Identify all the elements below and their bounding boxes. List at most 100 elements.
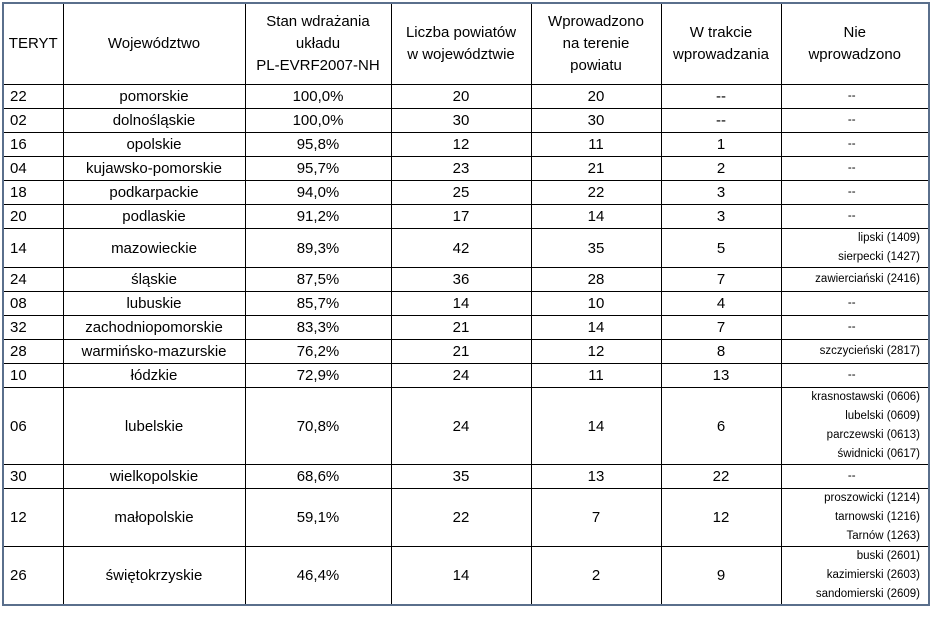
table-row: 10 łódzkie 72,9% 24 11 13 -- [2,363,930,388]
table-cell: 2 [660,156,782,181]
table-cell: 32 [2,315,64,340]
table-cell: lubuskie [62,291,246,316]
table-cell: 24 [390,387,532,465]
table-cell: 12 [390,132,532,157]
cell-line: lubelski (0609) [845,410,920,422]
table-cell: 24 [2,267,64,292]
table-cell: 20 [2,204,64,229]
table-cell: 25 [390,180,532,205]
table-cell: 9 [660,546,782,606]
table-row: 28 warmińsko-mazurskie 76,2% 21 12 8 szczycień… [2,339,930,364]
table-cell: warmińsko-mazurskie [62,339,246,364]
table-cell: zawierciański (2416) [780,267,930,292]
cell-line: W trakcie [689,24,753,41]
table-cell: 14 [390,291,532,316]
table-cell: -- [660,108,782,133]
cell-line: świdnicki (0617) [837,448,920,460]
table-row: 20 podlaskie 91,2% 17 14 3 -- [2,204,930,229]
cell-line: proszowicki (1214) [824,492,920,504]
table-cell: 21 [530,156,662,181]
table-row: 14 mazowieckie 89,3% 42 35 5 lipski (1409) sier… [2,228,930,268]
cell-line: -- [847,186,856,198]
cell-line: -- [847,114,856,126]
cell-line: sierpecki (1427) [838,251,920,263]
table-cell: opolskie [62,132,246,157]
table-cell: małopolskie [62,488,246,547]
table-row: 18 podkarpackie 94,0% 25 22 3 -- [2,180,930,205]
table-cell: 28 [530,267,662,292]
table-cell: zachodniopomorskie [62,315,246,340]
header-cell: Stan wdrażania układu PL-EVRF2007-NH [244,2,392,85]
table-cell: 14 [530,315,662,340]
cell-line: Wprowadzono [548,13,644,30]
table-cell: -- [780,108,930,133]
table-cell: -- [780,315,930,340]
table-cell: łódzkie [62,363,246,388]
table-row: 08 lubuskie 85,7% 14 10 4 -- [2,291,930,316]
table-cell: 6 [660,387,782,465]
table-cell: 91,2% [244,204,392,229]
table-cell: 20 [530,84,662,109]
table-row: 04 kujawsko-pomorskie 95,7% 23 21 2 -- [2,156,930,181]
table-row: 30 wielkopolskie 68,6% 35 13 22 -- [2,464,930,489]
table-body: 22 pomorskie 100,0% 20 20 -- -- 02 dolnośląskie 1… [2,84,930,606]
table-cell: dolnośląskie [62,108,246,133]
cell-line: -- [847,470,856,482]
table-cell: pomorskie [62,84,246,109]
table-cell: 4 [660,291,782,316]
table-cell: 12 [2,488,64,547]
cell-line: tarnowski (1216) [834,511,920,523]
table-cell: 89,3% [244,228,392,268]
table-cell: -- [780,291,930,316]
table-cell: 30 [530,108,662,133]
table-cell: 3 [660,180,782,205]
header-cell: TERYT [2,2,64,85]
cell-line: -- [847,138,856,150]
table-cell: 46,4% [244,546,392,606]
table-cell: 13 [660,363,782,388]
table-cell: 22 [660,464,782,489]
table-cell: 2 [530,546,662,606]
table-cell: 12 [660,488,782,547]
cell-line: -- [847,162,856,174]
table-cell: 72,9% [244,363,392,388]
data-table: TERYT Województwo Stan wdrażania układu PL-E… [2,2,930,606]
table-cell: proszowicki (1214) tarnowski (1216) Tarnów… [780,488,930,547]
cell-line: wprowadzono [808,46,902,63]
cell-line: Nie [843,24,866,41]
table-cell: 24 [390,363,532,388]
header-cell: Województwo [62,2,246,85]
table-cell: -- [780,363,930,388]
table-cell: -- [780,204,930,229]
table-cell: 83,3% [244,315,392,340]
table-row: 12 małopolskie 59,1% 22 7 12 proszowicki (1214… [2,488,930,547]
cell-line: -- [847,321,856,333]
table-cell: podkarpackie [62,180,246,205]
header-cell: W trakcie wprowadzania [660,2,782,85]
table-cell: 5 [660,228,782,268]
table-cell: 16 [2,132,64,157]
table-cell: krasnostawski (0606) lubelski (0609) parcz… [780,387,930,465]
table-cell: 11 [530,132,662,157]
cell-line: na terenie [562,35,630,52]
table-cell: 7 [660,267,782,292]
table-cell: 42 [390,228,532,268]
table-cell: 35 [530,228,662,268]
table-cell: 68,6% [244,464,392,489]
table-cell: 8 [660,339,782,364]
table-cell: 30 [2,464,64,489]
cell-line: Liczba powiatów [405,24,517,41]
table-row: 06 lubelskie 70,8% 24 14 6 krasnostawski (0606… [2,387,930,465]
table-cell: 08 [2,291,64,316]
table-cell: podlaskie [62,204,246,229]
table-cell: 10 [530,291,662,316]
table-cell: 95,7% [244,156,392,181]
table-cell: 85,7% [244,291,392,316]
table-row: 22 pomorskie 100,0% 20 20 -- -- [2,84,930,109]
header-cell: Wprowadzono na terenie powiatu [530,2,662,85]
cell-line: Województwo [107,35,201,52]
table-row: 16 opolskie 95,8% 12 11 1 -- [2,132,930,157]
table-cell: świętokrzyskie [62,546,246,606]
header-cell: Nie wprowadzono [780,2,930,85]
